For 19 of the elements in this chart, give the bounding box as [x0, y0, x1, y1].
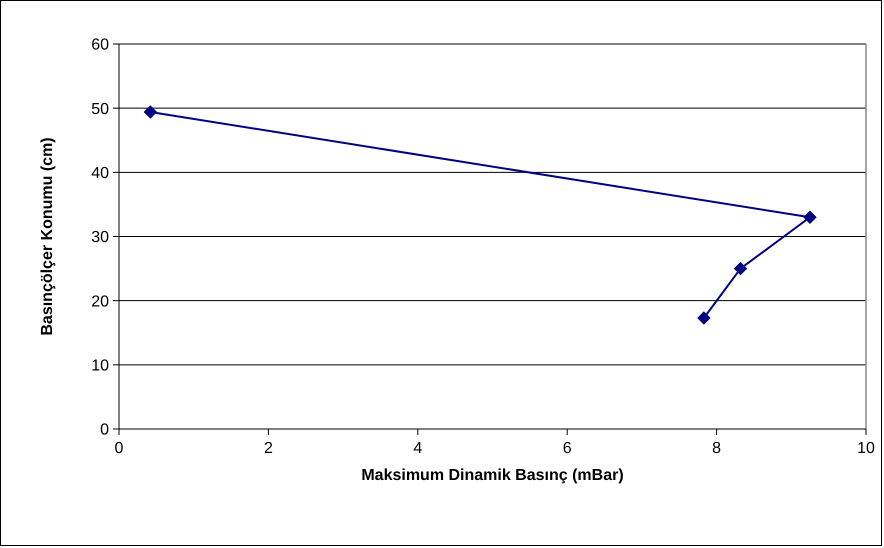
- y-tick-label: 50: [91, 100, 110, 118]
- point: [144, 106, 157, 119]
- x-tick-label: 4: [413, 440, 422, 457]
- point: [697, 311, 710, 324]
- x-axis-title: Maksimum Dinamik Basınç (mBar): [361, 467, 624, 484]
- y-tick-label: 40: [91, 164, 110, 182]
- point: [734, 262, 748, 276]
- y-tick-label: 30: [91, 229, 110, 246]
- y-tick-label: 10: [91, 357, 110, 374]
- x-tick-label: 0: [114, 440, 124, 457]
- y-tick-label: 0: [100, 422, 110, 439]
- x-tick-label: 10: [857, 440, 875, 457]
- x-tick-label: 8: [712, 440, 722, 457]
- point: [803, 210, 816, 224]
- x-tick-label: 2: [264, 440, 273, 457]
- y-axis-title: Basınçölçer Konumu (cm): [39, 137, 56, 336]
- x-tick-label: 6: [562, 440, 572, 457]
- y-tick-label: 60: [91, 36, 110, 54]
- y-tick-label: 20: [91, 293, 110, 310]
